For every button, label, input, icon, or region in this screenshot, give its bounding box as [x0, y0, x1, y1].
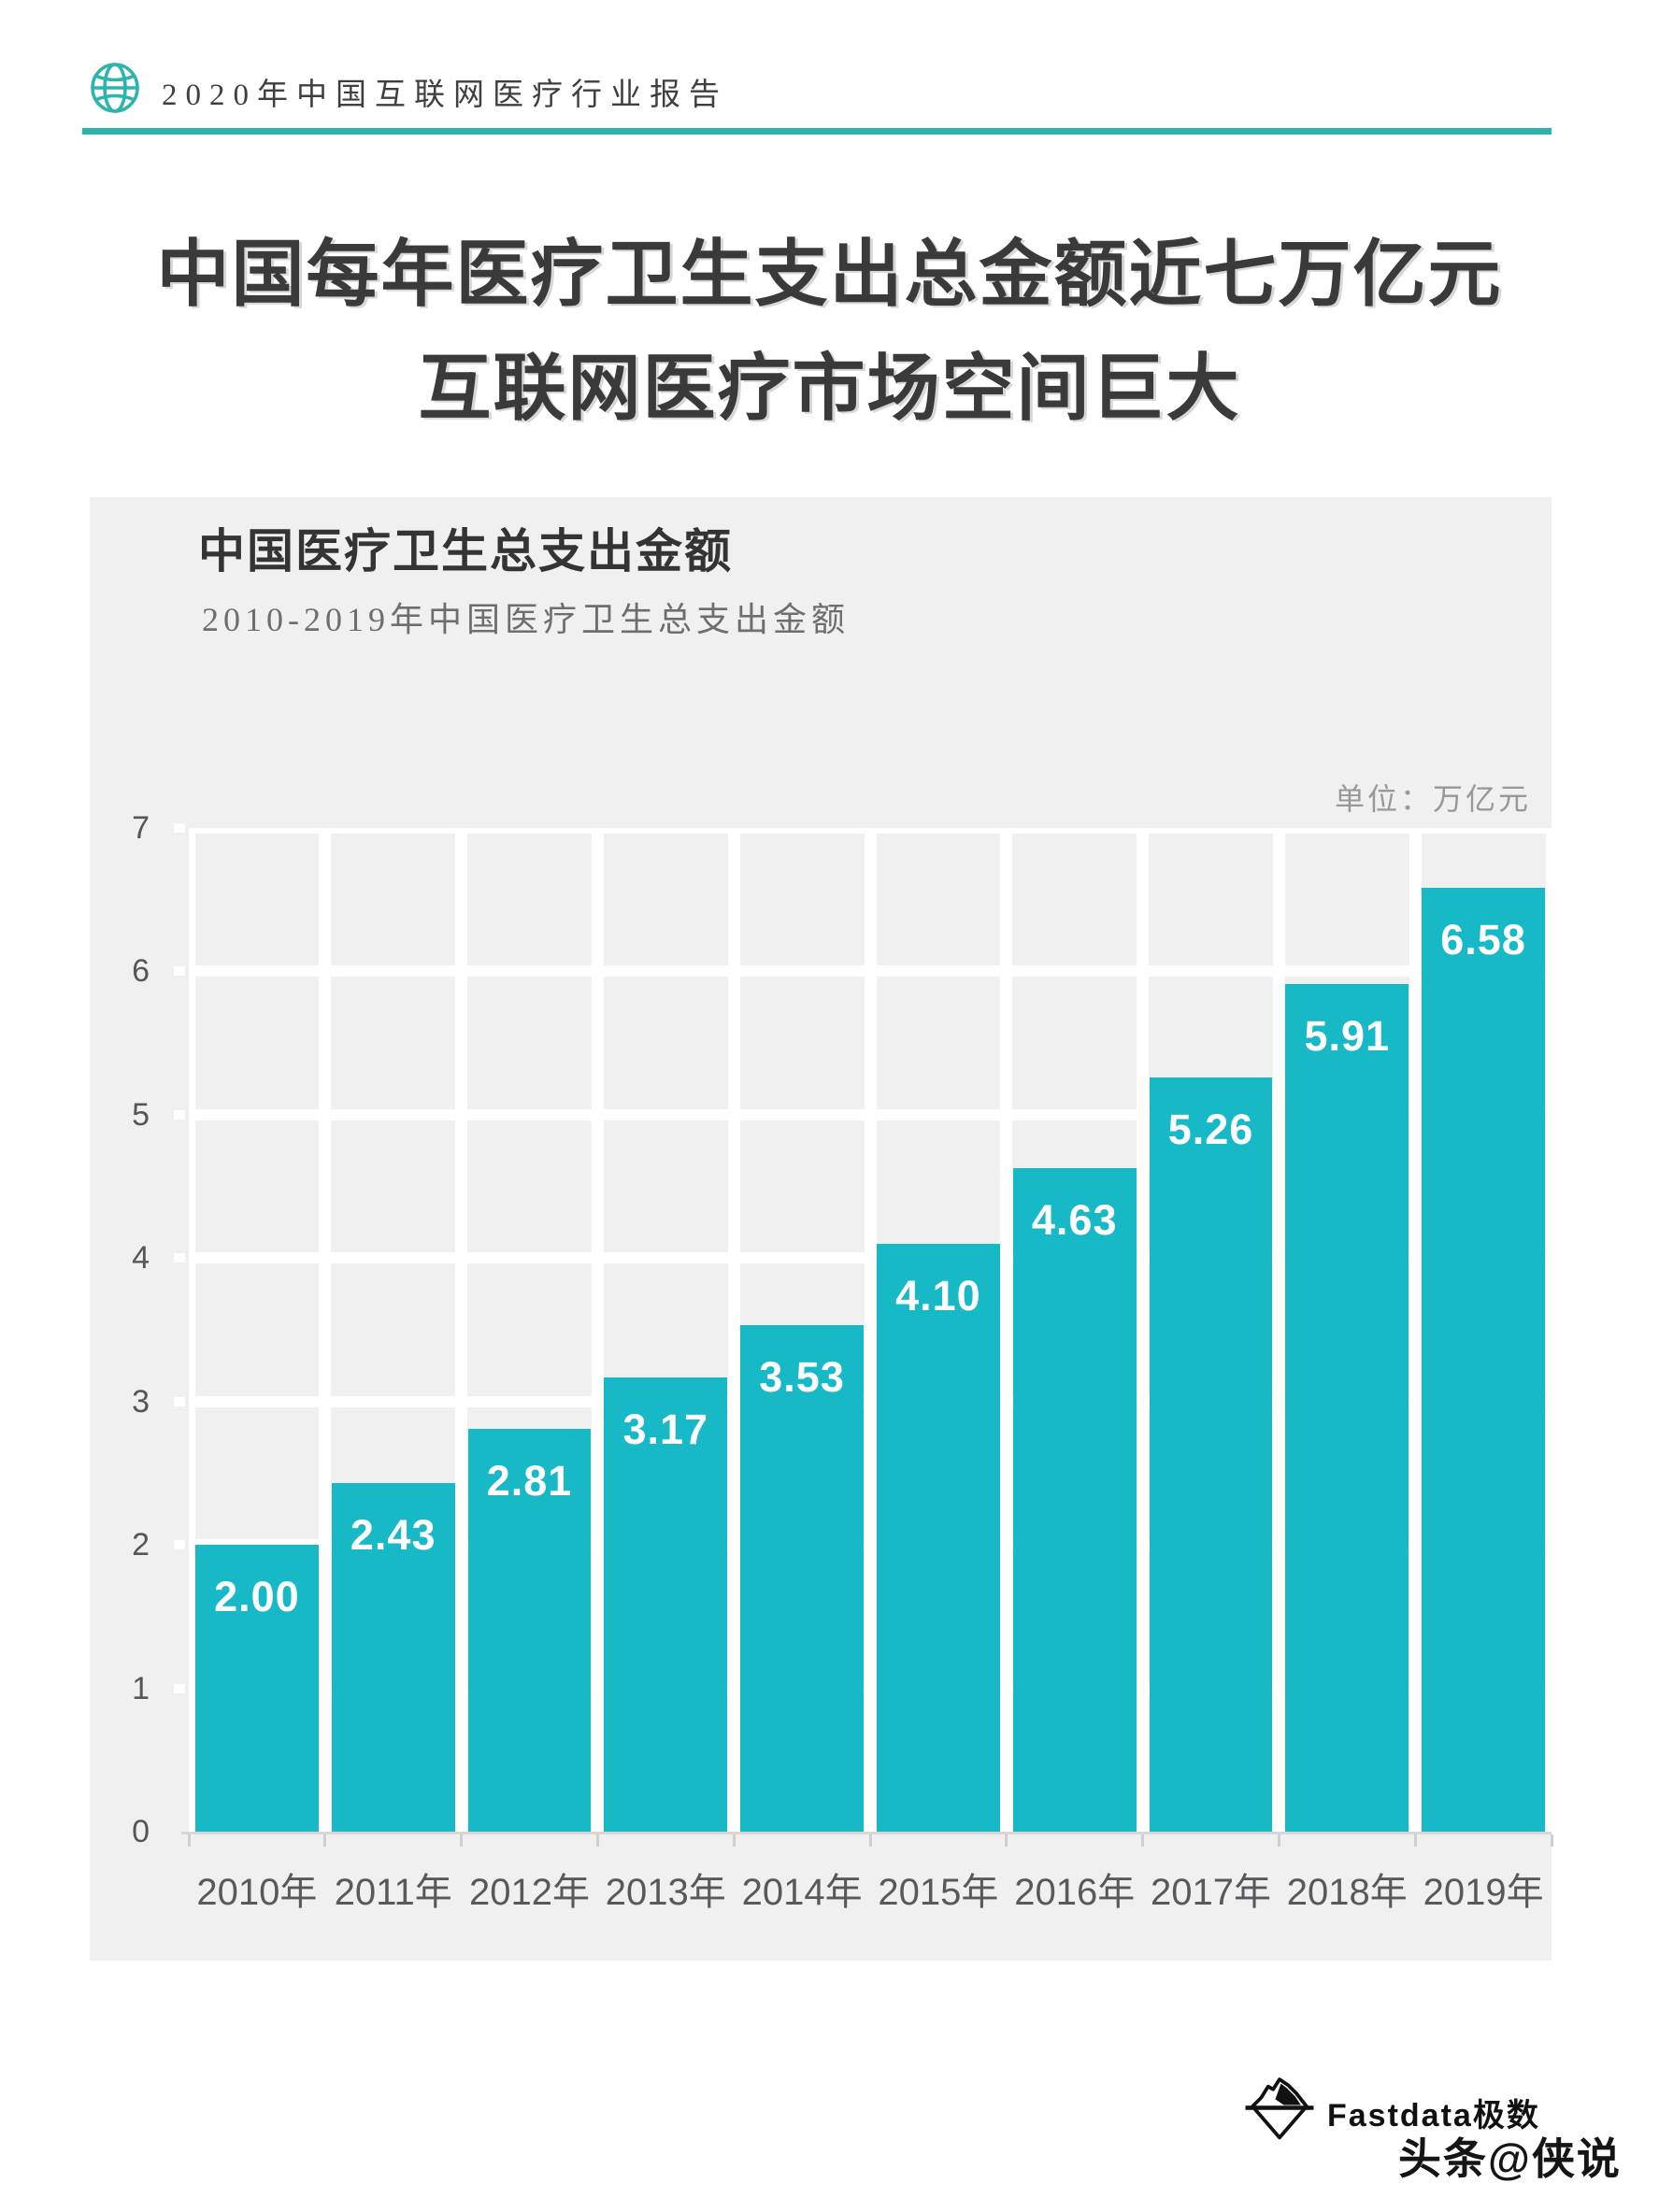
x-axis-tick [1413, 1834, 1417, 1847]
unit-label: 单位：万亿元 [1334, 782, 1531, 816]
x-axis-tick [1141, 1834, 1145, 1847]
report-title: 2020年中国互联网医疗行业报告 [162, 78, 728, 112]
y-axis-tick [174, 966, 185, 977]
bar-value-label: 2.43 [350, 1511, 436, 1560]
bar: 4.63 [1012, 1167, 1137, 1832]
gridline-vertical [1272, 828, 1285, 1832]
x-axis-label: 2014年 [741, 1872, 863, 1913]
bar: 4.10 [877, 1243, 1000, 1832]
x-axis-tick [595, 1834, 599, 1847]
y-axis-tick [174, 1683, 185, 1693]
y-axis-label: 6 [132, 953, 150, 990]
bar-value-label: 4.10 [895, 1271, 981, 1320]
y-axis-label: 7 [132, 810, 150, 846]
x-axis-label: 2015年 [878, 1872, 999, 1913]
bar: 3.53 [740, 1325, 864, 1832]
header-accent-rule [82, 128, 1552, 135]
bar-value-label: 2.81 [486, 1456, 573, 1505]
page-title-line2: 互联网医疗市场空间巨大 [418, 347, 1241, 429]
bar-value-label: 5.26 [1167, 1105, 1254, 1153]
bar-value-label: 3.53 [759, 1353, 845, 1402]
x-axis-label: 2017年 [1151, 1872, 1271, 1913]
gridline-vertical [864, 828, 877, 1832]
bar: 2.81 [467, 1428, 592, 1832]
x-axis-tick [1277, 1834, 1280, 1847]
footer-handle: 头条@侠说 [1398, 2134, 1622, 2183]
gridline-vertical [1000, 828, 1013, 1832]
x-axis-tick [1550, 1834, 1553, 1847]
y-axis-tick [174, 1253, 185, 1263]
chart-title: 中国医疗卫生总支出金额 [198, 525, 733, 578]
footer-brand: Fastdata极数 [1327, 2098, 1540, 2134]
gridline-vertical [1137, 828, 1150, 1832]
bar: 5.91 [1285, 984, 1409, 1832]
x-axis-tick [460, 1834, 464, 1847]
x-axis-tick [732, 1834, 736, 1847]
gridline-vertical [189, 828, 195, 1832]
y-axis-label: 5 [132, 1096, 150, 1133]
x-axis-label: 2019年 [1423, 1872, 1544, 1913]
x-axis-tick [1005, 1834, 1008, 1847]
y-axis-tick [174, 823, 185, 833]
y-axis-tick [174, 1396, 185, 1406]
gridline-vertical [455, 828, 468, 1832]
x-axis-label: 2018年 [1286, 1872, 1408, 1913]
x-axis-line [181, 1832, 1552, 1834]
page-title: 中国每年医疗卫生支出总金额近七万亿元 互联网医疗市场空间巨大 [0, 217, 1659, 445]
gridline-vertical [591, 828, 604, 1832]
x-axis-label: 2011年 [334, 1872, 452, 1913]
bar-value-label: 3.17 [622, 1405, 709, 1453]
bar-chart-plot: 2.00 2.43 2.81 3.17 3.53 4.10 4.63 5.26 5.91 6.58 [189, 828, 1552, 1832]
y-axis-tick [174, 1109, 185, 1120]
bar-value-label: 6.58 [1440, 916, 1526, 964]
chart-panel: 中国医疗卫生总支出金额 2010-2019年中国医疗卫生总支出金额 单位：万亿元… [90, 497, 1553, 1961]
bar: 2.43 [331, 1483, 455, 1832]
page-title-line1: 中国每年医疗卫生支出总金额近七万亿元 [156, 233, 1503, 315]
globe-icon [91, 63, 139, 113]
y-axis-label: 1 [132, 1670, 150, 1706]
bar-value-label: 5.91 [1304, 1012, 1391, 1061]
gridline-vertical [319, 828, 332, 1832]
x-axis-label: 2013年 [605, 1872, 726, 1913]
y-axis-label: 0 [132, 1814, 150, 1849]
iceberg-logo [1245, 2077, 1314, 2140]
gridline-vertical [1409, 828, 1422, 1832]
x-axis-label: 2010年 [196, 1872, 318, 1913]
bar-value-label: 2.00 [214, 1573, 300, 1621]
bar: 6.58 [1422, 888, 1545, 1832]
gridline-vertical [1545, 828, 1552, 1832]
x-axis-tick [187, 1834, 191, 1847]
y-axis-label: 2 [132, 1527, 150, 1563]
x-axis-label: 2016年 [1014, 1872, 1136, 1913]
x-axis-label: 2012年 [469, 1872, 590, 1913]
bar: 5.26 [1149, 1077, 1273, 1832]
gridline-vertical [727, 828, 740, 1832]
bar: 3.17 [604, 1377, 728, 1832]
chart-subtitle: 2010-2019年中国医疗卫生总支出金额 [202, 601, 850, 638]
x-axis-tick [323, 1834, 327, 1847]
y-axis-label: 3 [132, 1383, 150, 1420]
bar: 2.00 [195, 1545, 319, 1832]
y-axis-label: 4 [132, 1240, 150, 1277]
y-axis-tick [174, 1540, 185, 1550]
x-axis-tick [868, 1834, 872, 1847]
bar-value-label: 4.63 [1031, 1195, 1118, 1244]
